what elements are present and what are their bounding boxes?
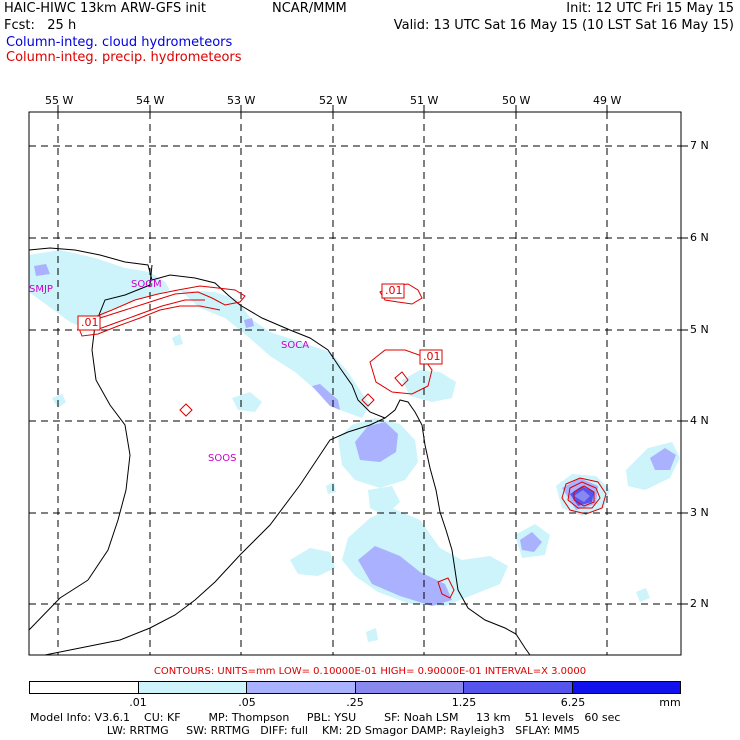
contours-info: CONTOURS: UNITS=mm LOW= 0.10000E-01 HIGH… xyxy=(153,666,587,677)
lat-label: 6 N xyxy=(690,231,709,244)
lon-label: 50 W xyxy=(502,94,531,107)
forecast-hour: Fcst: 25 h xyxy=(4,18,77,33)
cloud-field xyxy=(244,318,254,328)
coastline xyxy=(29,247,531,655)
cloud-field xyxy=(626,442,680,490)
scale-swatch xyxy=(30,682,139,693)
color-scale-bar xyxy=(29,681,681,694)
lat-lon-grid xyxy=(29,112,681,655)
scale-label: .01 xyxy=(129,696,147,709)
lon-label: 52 W xyxy=(319,94,348,107)
scale-label: 6.25 xyxy=(560,696,586,709)
cloud-field xyxy=(180,290,370,418)
axis-ticks xyxy=(57,105,688,605)
cloud-field xyxy=(29,250,170,330)
scale-swatch xyxy=(572,682,680,693)
cloud-field xyxy=(368,486,400,516)
lon-label: 53 W xyxy=(227,94,256,107)
cloud-field xyxy=(402,370,456,402)
cloud-field xyxy=(172,334,183,346)
contour-label: .01 xyxy=(423,350,441,363)
scale-swatch xyxy=(464,682,573,693)
station-label-smjp: SMJP xyxy=(29,284,53,295)
border-line xyxy=(87,264,153,581)
model-title: HAIC-HIWC 13km ARW-GFS init xyxy=(4,1,206,16)
center-label: NCAR/MMM xyxy=(272,1,347,16)
lat-label: 2 N xyxy=(690,597,709,610)
precip-contour xyxy=(567,481,601,509)
cloud-field xyxy=(636,588,650,602)
cloud-field xyxy=(358,546,452,606)
contour-label-box xyxy=(381,283,405,299)
station-label-soca: SOCA xyxy=(281,340,310,351)
station-label-sogm: SOGM xyxy=(131,279,162,290)
legend-cloud: Column-integ. cloud hydrometeors xyxy=(6,35,233,50)
lon-label: 54 W xyxy=(136,94,165,107)
cloud-field xyxy=(52,394,66,408)
scale-swatch xyxy=(247,682,356,693)
cloud-shading xyxy=(29,250,680,642)
model-info-line2: LW: RRTMG SW: RRTMG DIFF: full KM: 2D Sm… xyxy=(30,724,580,737)
precip-contour xyxy=(179,403,193,417)
cloud-field xyxy=(232,392,262,412)
contour-label-box xyxy=(419,349,443,365)
lat-label: 5 N xyxy=(690,323,709,336)
precip-contours xyxy=(77,283,607,599)
scale-swatch xyxy=(138,682,247,693)
valid-time: Valid: 13 UTC Sat 16 May 15 (10 LST Sat … xyxy=(393,18,734,33)
contour-label: .01 xyxy=(385,284,403,297)
precip-contour xyxy=(437,577,455,599)
cloud-field xyxy=(355,422,398,462)
scale-unit: mm xyxy=(659,696,681,709)
border-line xyxy=(29,579,89,631)
lon-label: 49 W xyxy=(593,94,622,107)
lat-label: 7 N xyxy=(690,139,709,152)
scale-label: .25 xyxy=(346,696,364,709)
precip-contour xyxy=(361,393,375,407)
cloud-core xyxy=(574,490,590,502)
cloud-field xyxy=(34,264,50,276)
cloud-field xyxy=(366,628,378,642)
legend-precip: Column-integ. precip. hydrometeors xyxy=(6,50,242,65)
contour-label-box xyxy=(77,315,101,331)
contour-label: .01 xyxy=(81,316,99,329)
model-info-line1: Model Info: V3.6.1 CU: KF MP: Thompson P… xyxy=(30,711,621,724)
precip-contour xyxy=(573,485,595,507)
cloud-field xyxy=(326,482,336,494)
map-frame xyxy=(28,111,682,656)
precip-contour xyxy=(394,371,409,387)
lat-label: 4 N xyxy=(690,414,709,427)
station-label-soos: SOOS xyxy=(208,453,237,464)
scale-swatch xyxy=(355,682,464,693)
precip-contour xyxy=(369,349,433,395)
precip-contour xyxy=(77,285,246,337)
lon-label: 55 W xyxy=(45,94,74,107)
init-time: Init: 12 UTC Fri 15 May 15 xyxy=(566,1,734,16)
scale-label: 1.25 xyxy=(451,696,477,709)
border-line xyxy=(44,417,386,655)
cloud-field xyxy=(290,548,335,576)
cloud-field xyxy=(650,448,676,470)
cloud-field xyxy=(520,532,542,552)
lat-label: 3 N xyxy=(690,506,709,519)
precip-contour xyxy=(95,299,205,331)
contour-label-boxes xyxy=(77,283,443,365)
scale-label: .05 xyxy=(238,696,256,709)
lon-label: 51 W xyxy=(410,94,439,107)
precip-contour xyxy=(561,477,607,515)
